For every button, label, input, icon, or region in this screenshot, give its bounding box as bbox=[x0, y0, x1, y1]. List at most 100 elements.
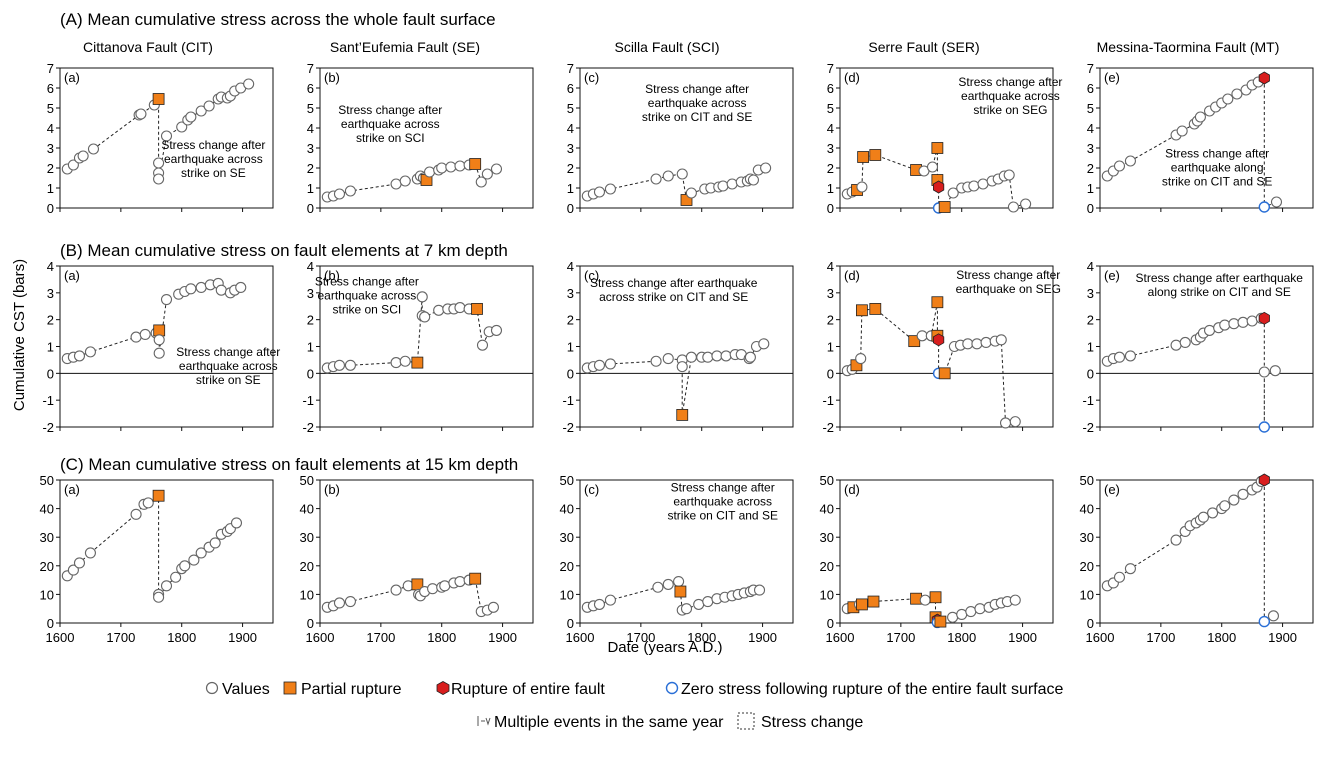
annotation-line: Stress change after earthquake bbox=[590, 276, 758, 290]
marker-partial bbox=[152, 489, 165, 502]
panel-b-a: -2 -1 0 1 2 3 4 (a) Stress change after earthquak… bbox=[42, 259, 280, 435]
marker-value bbox=[1124, 155, 1136, 167]
panel-frame bbox=[579, 67, 794, 209]
marker-value bbox=[179, 560, 191, 572]
y-tick-label: 10 bbox=[560, 587, 574, 602]
y-tick-label: 20 bbox=[820, 559, 834, 574]
legend-multiple-marker bbox=[477, 716, 491, 726]
marker-value bbox=[1170, 534, 1182, 546]
marker-value bbox=[1237, 316, 1249, 328]
marker-value bbox=[130, 331, 142, 343]
marker-value bbox=[67, 159, 79, 171]
marker-value bbox=[593, 598, 606, 610]
y-tick-label: -1 bbox=[42, 393, 54, 408]
panel-frame bbox=[59, 479, 274, 624]
y-tick-label: 4 bbox=[567, 121, 574, 136]
marker-partial bbox=[938, 367, 951, 380]
y-tick-label: 4 bbox=[47, 121, 54, 136]
col-title-se: Sant’Eufemia Fault (SE) bbox=[330, 39, 480, 55]
x-tick-label: 1600 bbox=[306, 630, 335, 645]
y-tick-label: -1 bbox=[822, 393, 834, 408]
annotation-line: earthquake on SEG bbox=[956, 282, 1061, 296]
marker-value bbox=[142, 497, 154, 509]
x-tick-label: 1600 bbox=[46, 630, 75, 645]
x-tick-label: 1900 bbox=[228, 630, 257, 645]
y-tick-label: 20 bbox=[300, 559, 314, 574]
marker-partial bbox=[857, 151, 870, 163]
y-tick-label: 4 bbox=[1087, 259, 1094, 274]
y-tick-label: 5 bbox=[827, 101, 834, 116]
marker-value bbox=[419, 311, 431, 323]
row-title-a: (A) Mean cumulative stress across the wh… bbox=[60, 10, 496, 29]
x-tick-label: 1700 bbox=[886, 630, 915, 645]
y-tick-label: 0 bbox=[567, 366, 574, 381]
panel-frame bbox=[579, 479, 794, 624]
marker-value bbox=[593, 186, 606, 198]
marker-value bbox=[1219, 500, 1231, 512]
marker-value bbox=[702, 595, 714, 608]
marker-value bbox=[604, 594, 616, 606]
y-tick-label: 2 bbox=[567, 161, 574, 176]
y-tick-label: -2 bbox=[1082, 420, 1094, 435]
y-tick-label: 30 bbox=[820, 530, 834, 545]
marker-zero bbox=[1258, 615, 1271, 628]
x-tick-label: 1900 bbox=[1008, 630, 1037, 645]
annotation-line: earthquake across bbox=[317, 288, 416, 302]
marker-partial bbox=[411, 356, 424, 369]
y-tick-label: 10 bbox=[40, 587, 54, 602]
marker-value bbox=[230, 517, 243, 529]
marker-partial bbox=[931, 142, 944, 154]
marker-partial bbox=[676, 409, 689, 421]
panel-c-c: 0 10 20 30 40 50 1600 1700 1800 1900 (c) Stress cha… bbox=[560, 473, 794, 645]
panel-a-a: 0 1 2 3 4 5 6 7 (a) Stress change after earthquake… bbox=[47, 61, 274, 216]
y-tick-label: 50 bbox=[1080, 473, 1094, 488]
marker-partial bbox=[934, 615, 947, 628]
panel-label: (d) bbox=[844, 268, 860, 283]
col-title-mt: Messina-Taormina Fault (MT) bbox=[1097, 39, 1280, 55]
marker-value bbox=[176, 121, 188, 133]
x-tick-label: 1800 bbox=[167, 630, 196, 645]
marker-value bbox=[390, 357, 402, 369]
marker-value bbox=[139, 328, 151, 340]
series-line bbox=[847, 302, 1016, 424]
y-tick-label: 20 bbox=[560, 559, 574, 574]
panel-label: (b) bbox=[324, 482, 340, 497]
y-tick-label: 0 bbox=[1087, 201, 1094, 216]
y-tick-label: 40 bbox=[820, 502, 834, 517]
marker-value bbox=[971, 338, 983, 350]
annotation-line: Stress change after bbox=[956, 268, 1060, 282]
marker-value bbox=[215, 284, 227, 296]
y-tick-label: 4 bbox=[307, 121, 314, 136]
marker-value bbox=[760, 162, 772, 174]
marker-value bbox=[1179, 336, 1191, 349]
marker-value bbox=[758, 338, 770, 350]
y-tick-label: 50 bbox=[300, 473, 314, 488]
marker-value bbox=[968, 180, 980, 192]
annotation-text: Stress change after earthquake on SEG bbox=[956, 268, 1061, 296]
y-tick-label: 1 bbox=[47, 340, 54, 355]
marker-value bbox=[676, 168, 688, 180]
marker-partial bbox=[869, 149, 882, 161]
marker-value bbox=[153, 347, 165, 359]
annotation-line: Stress change after bbox=[671, 480, 775, 494]
marker-partial bbox=[469, 158, 482, 170]
x-tick-label: 1600 bbox=[566, 630, 595, 645]
y-tick-label: 7 bbox=[307, 61, 314, 76]
y-tick-label: 4 bbox=[47, 259, 54, 274]
marker-value bbox=[919, 594, 931, 606]
y-tick-label: 6 bbox=[47, 81, 54, 96]
marker-value bbox=[390, 584, 402, 596]
marker-value bbox=[977, 178, 989, 190]
y-tick-label: 3 bbox=[827, 141, 834, 156]
marker-value bbox=[662, 353, 674, 365]
panel-label: (c) bbox=[584, 70, 599, 85]
marker-value bbox=[153, 591, 165, 603]
annotation-text: Stress change after earthquake across stri… bbox=[642, 82, 753, 124]
y-tick-label: 0 bbox=[827, 366, 834, 381]
marker-value bbox=[1124, 563, 1136, 575]
marker-value bbox=[344, 359, 356, 371]
marker-value bbox=[185, 111, 197, 123]
panel-frame bbox=[1099, 67, 1314, 209]
annotation-line: along strike on CIT and SE bbox=[1148, 285, 1291, 299]
